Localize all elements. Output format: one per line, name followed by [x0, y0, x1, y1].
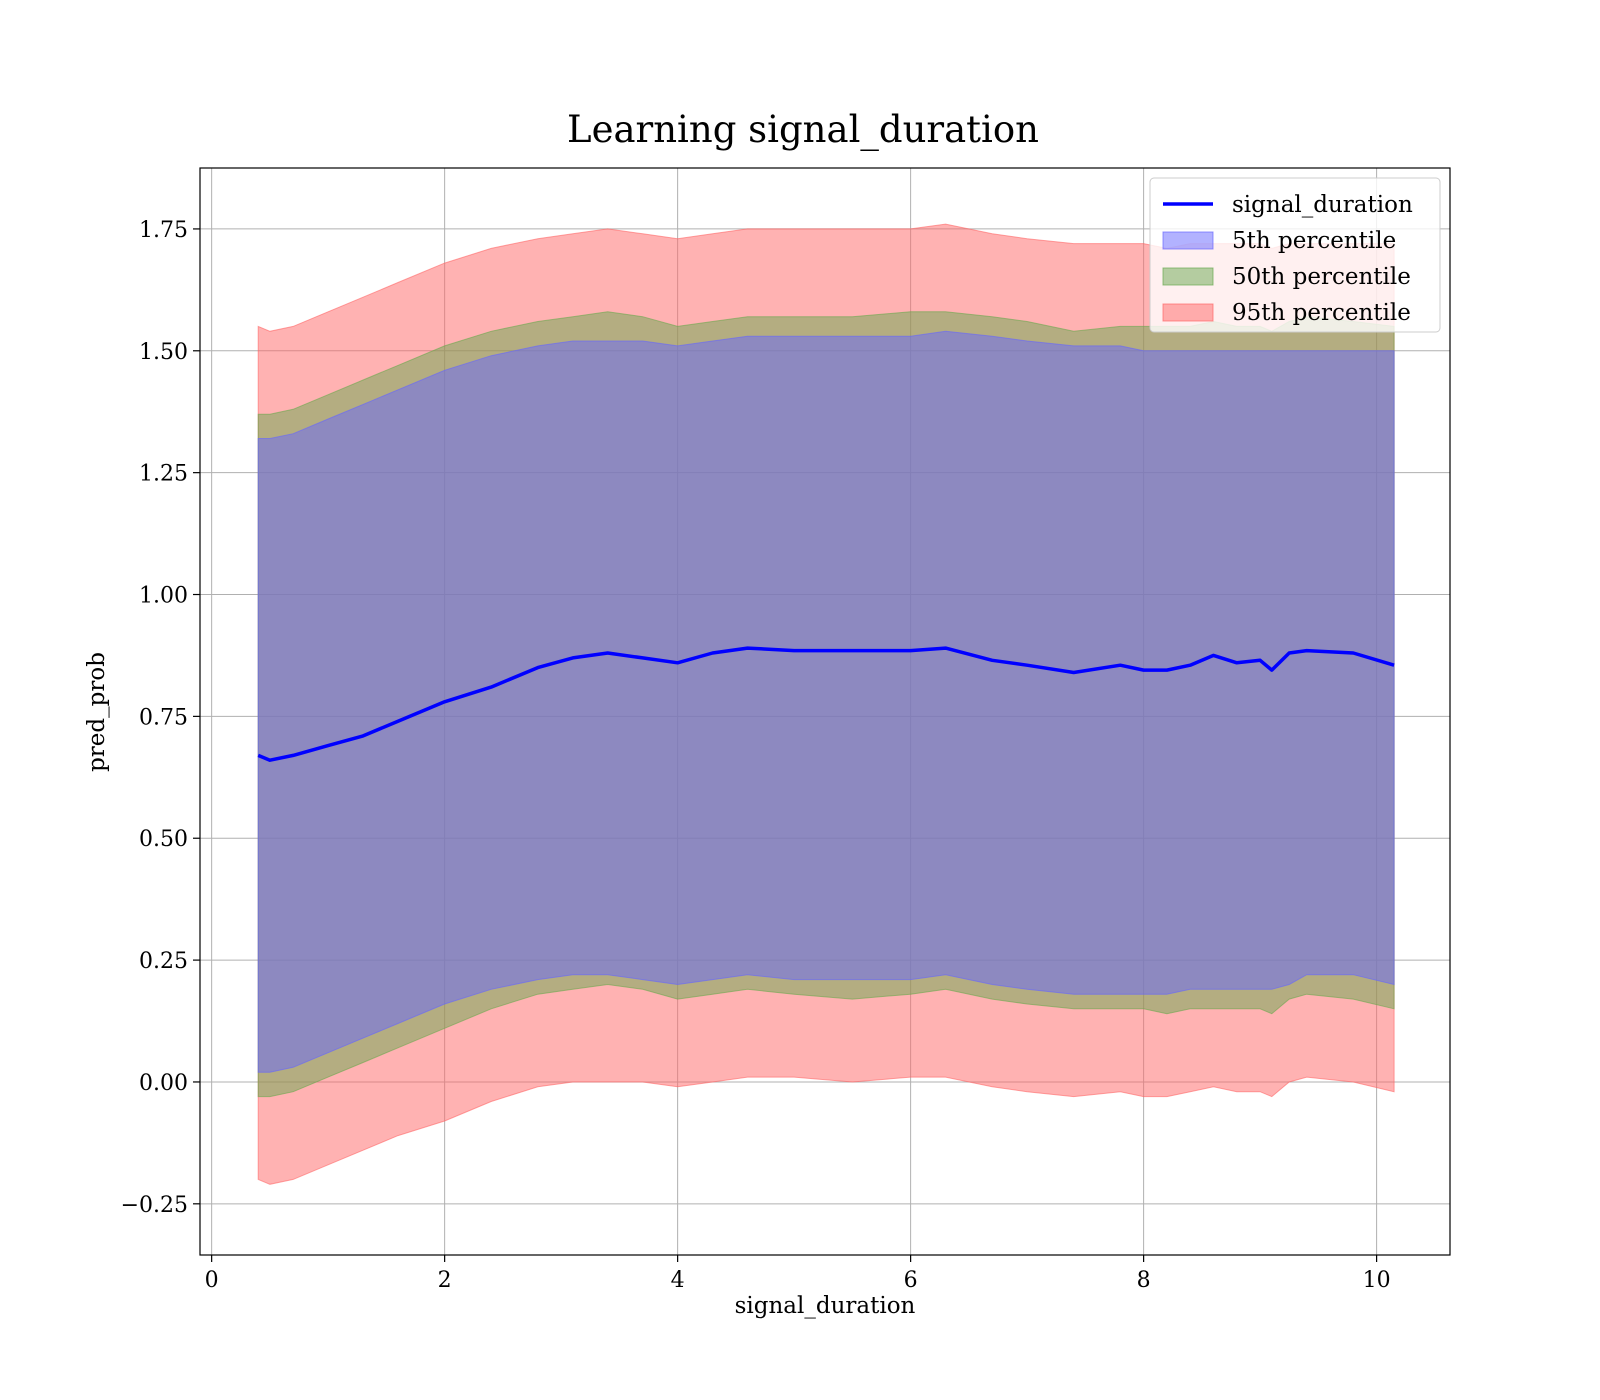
y-tick-label: 0.25	[139, 949, 188, 974]
x-axis-ticks: 0 2 4 6 8 10	[205, 1255, 1391, 1293]
y-tick-label: 1.25	[139, 462, 188, 487]
y-tick-label: 0.50	[139, 827, 188, 852]
x-tick-label: 10	[1363, 1268, 1391, 1293]
y-tick-label: 1.75	[139, 218, 188, 243]
y-tick-label: 1.50	[139, 340, 188, 365]
y-tick-label: 1.00	[139, 584, 188, 609]
percentile-bands	[257, 223, 1395, 1185]
legend-box	[1149, 177, 1441, 333]
x-tick-label: 2	[438, 1268, 452, 1293]
y-tick-label: −0.25	[121, 1193, 188, 1218]
y-tick-label: 0.75	[139, 705, 188, 730]
plot-frame	[199, 167, 1451, 1256]
y-tick-label: 0.00	[139, 1071, 188, 1096]
legend-swatch-5th-percentile	[1162, 231, 1214, 250]
legend-label-signal-duration: signal_duration	[1232, 192, 1413, 218]
series-lines	[257, 646, 1395, 762]
legend-swatch-95th-percentile	[1162, 303, 1214, 322]
x-tick-label: 0	[205, 1268, 219, 1293]
x-tick-label: 4	[671, 1268, 685, 1293]
legend: signal_duration 5th percentile 50th percen…	[1149, 177, 1441, 333]
legend-label-95th-percentile: 95th percentile	[1232, 300, 1411, 326]
y-axis-ticks: −0.25 0.00 0.25 0.50 0.75 1.00 1.25 1.50 1.75	[121, 218, 200, 1218]
x-tick-label: 6	[904, 1268, 918, 1293]
y-axis-label: pred_prob	[84, 652, 110, 772]
legend-label-50th-percentile: 50th percentile	[1232, 264, 1411, 290]
chart-title: Learning signal_duration	[567, 108, 1039, 152]
legend-label-5th-percentile: 5th percentile	[1232, 228, 1396, 254]
legend-swatch-50th-percentile	[1162, 267, 1214, 286]
x-axis-label: signal_duration	[735, 1293, 916, 1319]
x-tick-label: 8	[1137, 1268, 1151, 1293]
line-signal-duration	[257, 646, 1395, 762]
band-5th-percentile	[257, 330, 1395, 1073]
